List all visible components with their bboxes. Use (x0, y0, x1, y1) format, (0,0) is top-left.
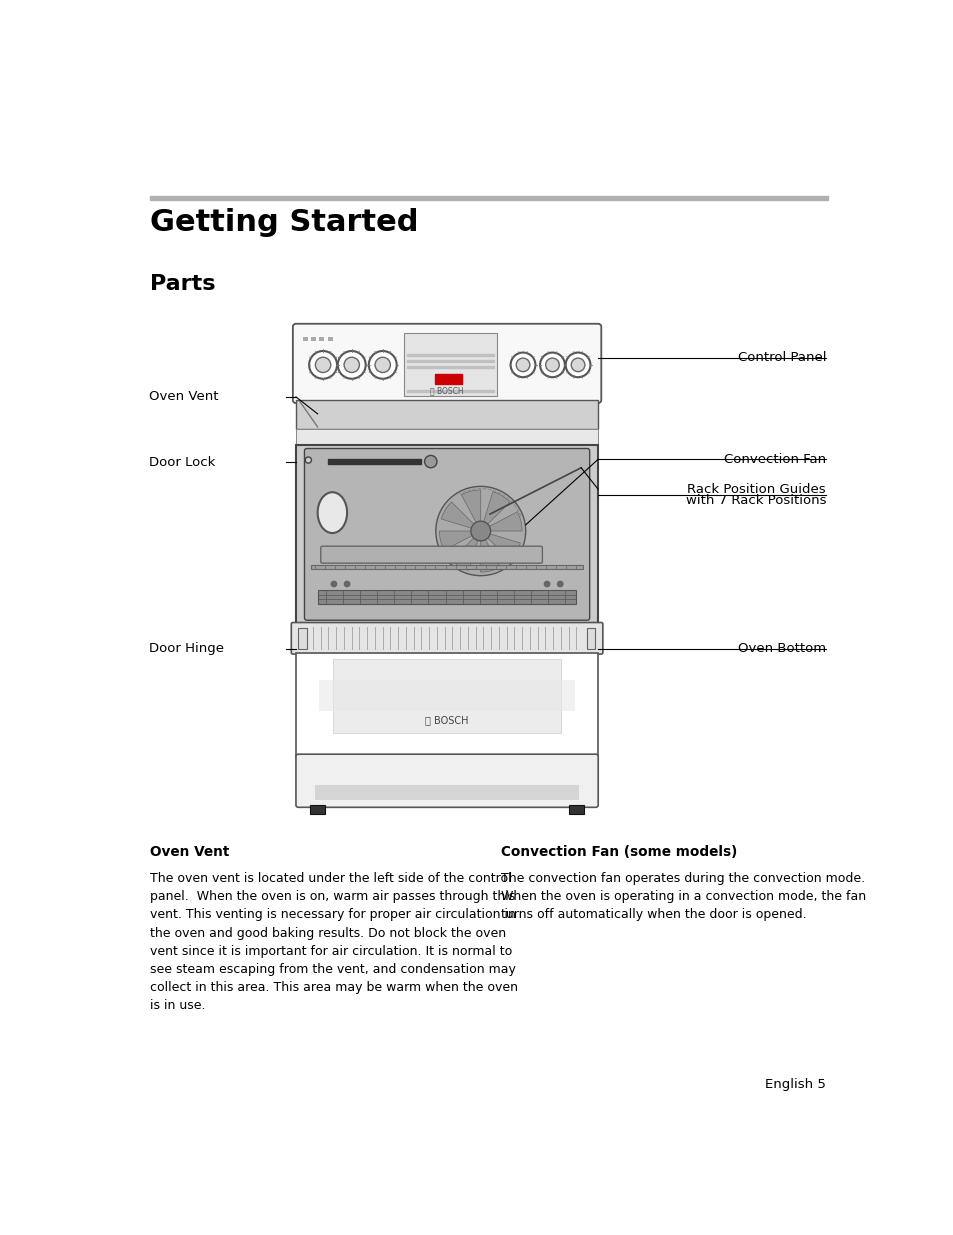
Circle shape (315, 357, 331, 373)
Text: Getting Started: Getting Started (150, 209, 418, 237)
Circle shape (309, 351, 336, 379)
Text: Rack Position Guides: Rack Position Guides (687, 483, 825, 495)
Circle shape (544, 582, 549, 587)
Bar (303, 337, 307, 341)
Bar (328, 337, 333, 341)
Circle shape (571, 358, 584, 372)
Circle shape (375, 357, 390, 373)
Text: Oven Vent: Oven Vent (150, 845, 230, 860)
Bar (406, 389, 494, 391)
FancyBboxPatch shape (291, 622, 602, 655)
Text: Door Lock: Door Lock (149, 456, 214, 469)
Text: Control Panel: Control Panel (737, 351, 825, 364)
Wedge shape (480, 531, 499, 572)
Bar (568, 805, 583, 814)
Text: Convection Fan: Convection Fan (723, 453, 825, 466)
Circle shape (424, 456, 436, 468)
Bar (295, 430, 598, 445)
Bar (295, 445, 598, 624)
Bar (150, 196, 827, 200)
Circle shape (565, 352, 590, 377)
Circle shape (344, 357, 359, 373)
Bar (319, 680, 575, 711)
Ellipse shape (317, 493, 347, 534)
Bar (586, 627, 595, 648)
Bar (295, 400, 598, 430)
Circle shape (471, 521, 490, 541)
Circle shape (331, 582, 336, 587)
Circle shape (369, 351, 396, 379)
Bar (298, 627, 307, 648)
Bar (406, 361, 494, 362)
Text: Ⓑ BOSCH: Ⓑ BOSCH (425, 715, 468, 725)
Circle shape (337, 351, 365, 379)
Wedge shape (480, 531, 519, 559)
Circle shape (305, 457, 311, 463)
Circle shape (557, 582, 562, 587)
FancyBboxPatch shape (304, 448, 589, 620)
Bar (333, 658, 560, 734)
FancyBboxPatch shape (320, 546, 542, 563)
Circle shape (516, 358, 529, 372)
Circle shape (545, 358, 558, 372)
Text: Oven Vent: Oven Vent (149, 390, 218, 404)
Wedge shape (440, 501, 480, 531)
Text: Parts: Parts (150, 274, 215, 294)
Circle shape (344, 582, 350, 587)
Bar (315, 785, 578, 800)
Wedge shape (480, 492, 510, 531)
Bar (406, 354, 494, 356)
Text: Oven Bottom: Oven Bottom (738, 642, 825, 656)
Bar (311, 566, 583, 569)
Bar (328, 459, 421, 464)
Text: Door Hinge: Door Hinge (149, 642, 223, 656)
Text: The convection fan operates during the convection mode.
When the oven is operati: The convection fan operates during the c… (500, 872, 864, 921)
Bar (318, 590, 575, 604)
Circle shape (436, 487, 525, 576)
Wedge shape (461, 490, 480, 531)
Wedge shape (439, 531, 480, 551)
Text: The oven vent is located under the left side of the control
panel.  When the ove: The oven vent is located under the left … (150, 872, 517, 1013)
Circle shape (510, 352, 535, 377)
Bar (435, 374, 461, 384)
Bar (403, 333, 497, 396)
Bar (310, 805, 325, 814)
Bar (319, 337, 323, 341)
Text: Ⓑ BOSCH: Ⓑ BOSCH (430, 387, 463, 395)
Bar (311, 337, 315, 341)
Wedge shape (451, 531, 480, 571)
Text: Convection Fan (some models): Convection Fan (some models) (500, 845, 736, 860)
Text: English 5: English 5 (764, 1078, 825, 1092)
Bar (295, 652, 598, 757)
Bar (406, 367, 494, 368)
FancyBboxPatch shape (295, 755, 598, 808)
Text: with 7 Rack Positions: with 7 Rack Positions (685, 494, 825, 508)
FancyBboxPatch shape (293, 324, 600, 403)
Wedge shape (480, 511, 521, 531)
Circle shape (539, 352, 564, 377)
